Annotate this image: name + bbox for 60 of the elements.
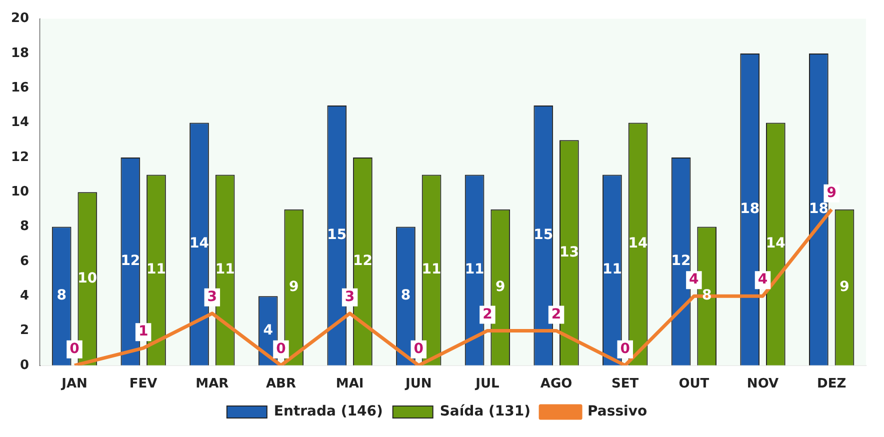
data-label: 8 <box>702 288 712 304</box>
data-label: 0 <box>620 341 630 358</box>
data-label: 12 <box>120 253 140 270</box>
x-tick-label: NOV <box>746 376 779 392</box>
data-label: 0 <box>414 341 424 358</box>
x-tick-label: MAR <box>196 376 229 392</box>
x-tick-label: FEV <box>129 376 158 392</box>
x-tick-label: JUL <box>474 376 500 392</box>
data-label: 3 <box>344 289 355 306</box>
data-label: 15 <box>534 227 554 244</box>
y-tick-label: 2 <box>20 323 30 338</box>
y-tick-label: 6 <box>20 254 30 269</box>
data-label: 2 <box>482 306 492 322</box>
data-label: 4 <box>263 322 274 338</box>
data-label: 10 <box>78 270 98 286</box>
data-label: 3 <box>207 289 218 306</box>
x-tick-label: ABR <box>266 376 296 392</box>
data-label: 11 <box>422 262 442 278</box>
data-label: 14 <box>628 236 648 252</box>
y-tick-label: 10 <box>10 184 30 200</box>
data-label: 11 <box>215 262 235 278</box>
data-label: 2 <box>551 306 562 322</box>
data-label: 12 <box>352 253 372 270</box>
data-label: 4 <box>689 272 700 288</box>
y-tick-label: 20 <box>10 11 30 26</box>
data-label: 13 <box>559 244 579 260</box>
data-label: 8 <box>400 288 411 304</box>
x-tick-label: JAN <box>60 376 88 392</box>
legend-label: Entrada (146) <box>274 404 383 420</box>
data-label: 0 <box>70 341 80 358</box>
data-label: 18 <box>740 201 760 218</box>
x-tick-label: JUN <box>404 376 432 392</box>
data-label: 9 <box>826 185 836 202</box>
data-label: 8 <box>56 288 66 304</box>
legend-label: Passivo <box>588 404 648 420</box>
data-label: 11 <box>146 262 166 278</box>
data-label: 15 <box>327 227 347 244</box>
y-tick-label: 18 <box>10 46 30 61</box>
data-label: 9 <box>840 279 850 296</box>
x-tick-label: AGO <box>540 376 572 392</box>
x-tick-label: SET <box>612 376 639 392</box>
y-tick-label: 0 <box>20 358 30 373</box>
data-label: 9 <box>289 279 299 296</box>
y-tick-label: 14 <box>10 115 30 130</box>
y-tick-label: 16 <box>10 80 30 96</box>
data-label: 12 <box>671 253 691 270</box>
data-label: 11 <box>602 262 622 278</box>
y-tick-label: 4 <box>20 288 30 304</box>
data-label: 4 <box>758 272 768 288</box>
data-label: 0 <box>276 341 286 358</box>
y-tick-label: 8 <box>20 219 30 234</box>
data-label: 11 <box>464 262 484 278</box>
data-label: 9 <box>495 279 506 296</box>
legend-label: Saída (131) <box>440 404 531 420</box>
data-label: 1 <box>138 324 148 340</box>
x-tick-label: MAI <box>336 376 364 392</box>
y-tick-label: 12 <box>10 150 30 165</box>
data-label: 14 <box>766 236 786 252</box>
x-tick-label: DEZ <box>817 376 846 392</box>
x-tick-label: OUT <box>678 376 710 392</box>
